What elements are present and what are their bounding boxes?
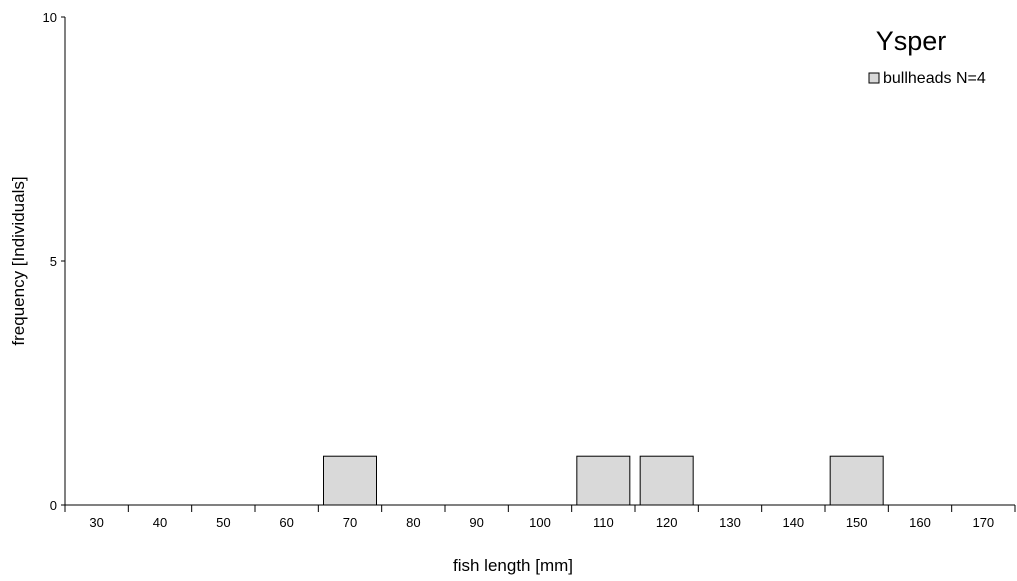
bar <box>829 455 884 506</box>
y-tick-label: 10 <box>43 10 57 25</box>
bar <box>323 455 377 506</box>
y-tick-label: 0 <box>50 498 57 513</box>
bar <box>639 455 694 506</box>
x-tick-label: 160 <box>909 515 931 530</box>
x-tick-label: 30 <box>89 515 103 530</box>
x-tick-label: 50 <box>216 515 230 530</box>
x-tick-label: 110 <box>593 515 614 530</box>
x-tick-label: 120 <box>656 515 678 530</box>
x-tick-label: 100 <box>529 515 551 530</box>
x-tick-label: 40 <box>153 515 167 530</box>
legend: bullheads N=4 <box>868 70 986 87</box>
plot-area: 0 5 10 30 40 50 60 70 80 90 100 110 120 130 140 150 160 1… <box>43 10 1016 530</box>
x-axis-title: fish length [mm] <box>453 556 573 575</box>
x-tick-label: 80 <box>406 515 420 530</box>
legend-swatch <box>868 72 880 84</box>
x-tick-label: 60 <box>279 515 293 530</box>
x-tick-label: 140 <box>782 515 804 530</box>
legend-label: bullheads N=4 <box>883 70 986 87</box>
bar <box>576 455 631 506</box>
x-tick-label: 130 <box>719 515 741 530</box>
x-tick-label: 70 <box>343 515 357 530</box>
y-tick-label: 5 <box>50 254 57 269</box>
chart-title: Ysper <box>876 26 947 56</box>
x-tick-label: 150 <box>846 515 868 530</box>
x-tick-label: 90 <box>469 515 483 530</box>
y-axis-title: frequency [Individuals] <box>9 176 28 345</box>
x-tick-label: 170 <box>972 515 994 530</box>
